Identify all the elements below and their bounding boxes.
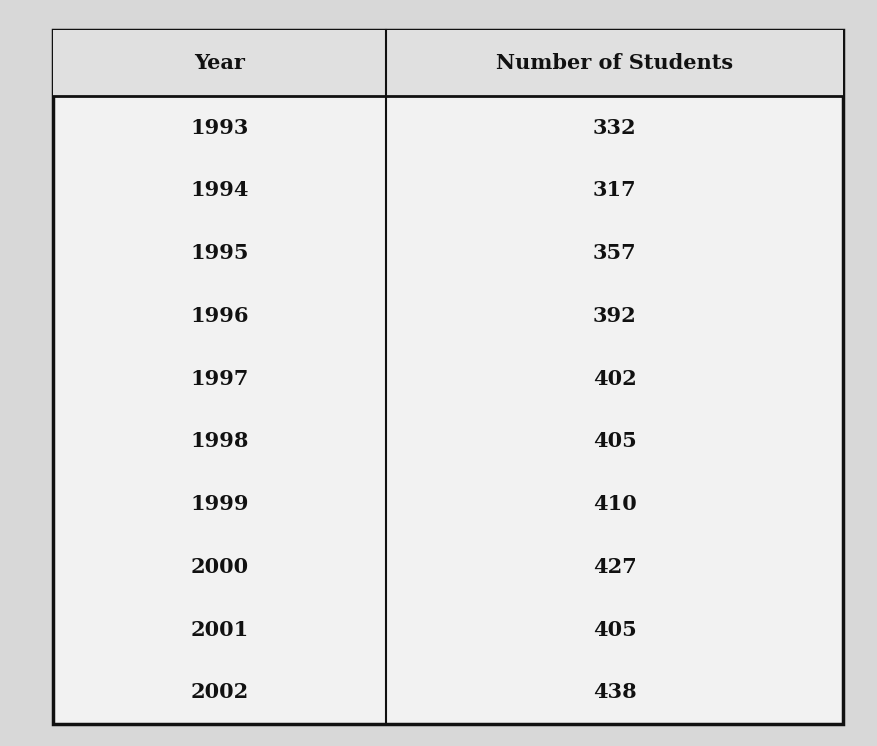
Text: 427: 427 [592,557,636,577]
Text: 1994: 1994 [190,181,248,201]
Text: 1995: 1995 [190,243,248,263]
Text: 2002: 2002 [190,683,248,702]
Text: 1998: 1998 [190,431,248,451]
Text: 1993: 1993 [190,118,248,137]
Bar [53,30,842,96]
Text: 317: 317 [592,181,636,201]
Text: Year: Year [194,53,245,73]
Bar [53,30,842,724]
Text: 438: 438 [592,683,636,702]
Text: 332: 332 [592,118,636,137]
Text: 1999: 1999 [190,494,248,514]
Text: Number of Students: Number of Students [496,53,732,73]
Text: 1996: 1996 [190,306,248,326]
Text: 2000: 2000 [190,557,248,577]
Text: 410: 410 [592,494,636,514]
Text: 402: 402 [592,369,636,389]
Text: 405: 405 [592,431,636,451]
Text: 2001: 2001 [190,619,248,639]
Text: 405: 405 [592,619,636,639]
Text: 392: 392 [592,306,636,326]
Text: 357: 357 [592,243,636,263]
Text: 1997: 1997 [190,369,248,389]
